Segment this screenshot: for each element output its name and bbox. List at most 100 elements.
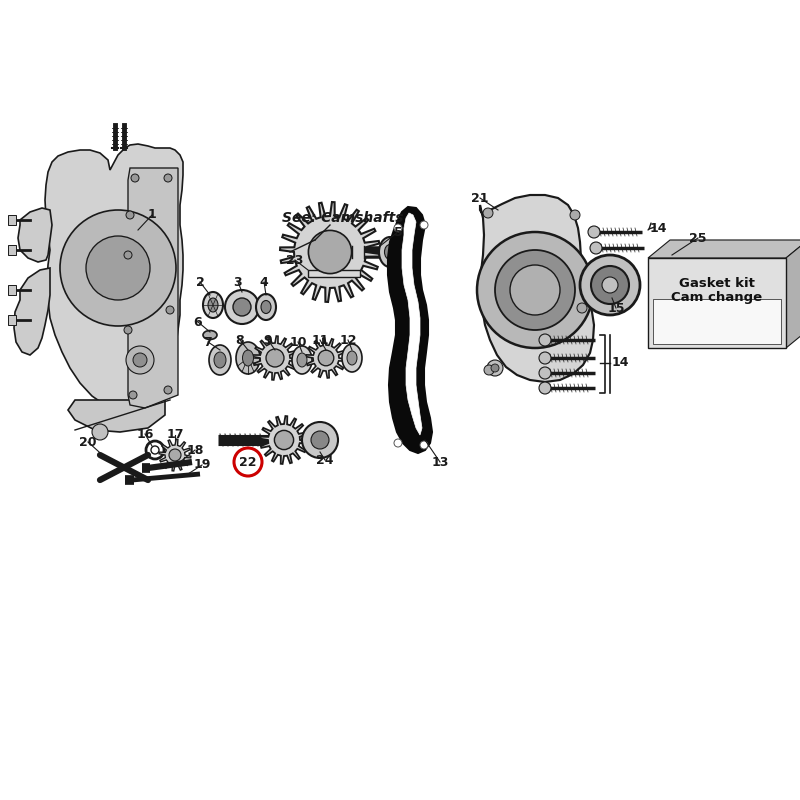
Text: 8: 8: [236, 334, 244, 346]
Text: 10: 10: [290, 335, 306, 349]
Circle shape: [126, 346, 154, 374]
Circle shape: [588, 226, 600, 238]
Ellipse shape: [347, 351, 357, 365]
Text: 21: 21: [471, 191, 489, 205]
Text: 20: 20: [79, 435, 97, 449]
Text: 19: 19: [194, 458, 210, 471]
Text: Cam change: Cam change: [671, 291, 762, 304]
Circle shape: [420, 221, 428, 229]
Circle shape: [124, 326, 132, 334]
Ellipse shape: [214, 352, 226, 368]
Bar: [308, 270, 360, 277]
Circle shape: [274, 430, 294, 450]
Circle shape: [60, 210, 176, 326]
Ellipse shape: [261, 301, 271, 314]
Polygon shape: [18, 208, 52, 262]
Circle shape: [164, 174, 172, 182]
Circle shape: [318, 350, 334, 366]
Circle shape: [420, 441, 428, 449]
Circle shape: [131, 174, 139, 182]
Circle shape: [539, 334, 551, 346]
Text: 12: 12: [339, 334, 357, 346]
Text: 18: 18: [186, 443, 204, 457]
Polygon shape: [306, 338, 346, 378]
Circle shape: [394, 439, 402, 447]
Circle shape: [308, 230, 352, 274]
Polygon shape: [670, 240, 800, 330]
Circle shape: [539, 352, 551, 364]
Polygon shape: [480, 195, 594, 382]
Text: 17: 17: [166, 429, 184, 442]
Circle shape: [129, 391, 137, 399]
Ellipse shape: [256, 294, 276, 320]
Circle shape: [266, 349, 284, 367]
Text: 1: 1: [148, 209, 156, 222]
Circle shape: [487, 360, 503, 376]
Circle shape: [602, 277, 618, 293]
Bar: [8, 245, 16, 255]
Polygon shape: [68, 400, 165, 432]
Circle shape: [311, 431, 329, 449]
Polygon shape: [280, 202, 380, 302]
Text: 16: 16: [136, 427, 154, 441]
Ellipse shape: [297, 353, 307, 367]
Circle shape: [164, 386, 172, 394]
Polygon shape: [159, 439, 191, 471]
Text: 2: 2: [196, 275, 204, 289]
Text: 7: 7: [204, 335, 212, 349]
Text: 6: 6: [194, 315, 202, 329]
Ellipse shape: [242, 350, 254, 366]
Text: 14: 14: [611, 357, 629, 370]
Text: 23: 23: [286, 254, 304, 266]
Circle shape: [169, 449, 181, 461]
Bar: [8, 285, 16, 295]
Circle shape: [495, 250, 575, 330]
Circle shape: [580, 255, 640, 315]
Circle shape: [539, 367, 551, 379]
Bar: [8, 215, 16, 225]
Ellipse shape: [236, 342, 260, 374]
Circle shape: [124, 251, 132, 259]
Circle shape: [92, 424, 108, 440]
Circle shape: [126, 211, 134, 219]
Polygon shape: [786, 240, 800, 348]
Circle shape: [483, 208, 493, 218]
Text: 24: 24: [316, 454, 334, 466]
Circle shape: [484, 365, 494, 375]
Ellipse shape: [385, 245, 395, 259]
Circle shape: [570, 210, 580, 220]
Text: 14: 14: [650, 222, 666, 234]
Circle shape: [133, 353, 147, 367]
Text: 13: 13: [431, 455, 449, 469]
Circle shape: [225, 290, 259, 324]
Polygon shape: [388, 207, 432, 453]
Ellipse shape: [203, 292, 223, 318]
Text: Gasket kit: Gasket kit: [679, 277, 755, 290]
Circle shape: [591, 266, 629, 304]
Circle shape: [590, 242, 602, 254]
Circle shape: [302, 422, 338, 458]
Ellipse shape: [208, 298, 218, 312]
Text: 25: 25: [690, 231, 706, 245]
Circle shape: [166, 306, 174, 314]
Text: See: Camshafts: See: Camshafts: [282, 211, 404, 225]
Circle shape: [539, 382, 551, 394]
Circle shape: [86, 236, 150, 300]
Text: 11: 11: [311, 334, 329, 346]
Polygon shape: [648, 240, 800, 258]
Text: 22: 22: [239, 455, 257, 469]
Polygon shape: [14, 268, 50, 355]
Circle shape: [577, 303, 587, 313]
Polygon shape: [253, 336, 297, 380]
Ellipse shape: [292, 346, 312, 374]
Circle shape: [394, 224, 402, 232]
Text: 9: 9: [264, 334, 272, 346]
Bar: [8, 315, 16, 325]
Polygon shape: [260, 416, 308, 464]
Text: 4: 4: [260, 275, 268, 289]
Text: 15: 15: [607, 302, 625, 314]
Text: 3: 3: [234, 275, 242, 289]
Ellipse shape: [203, 330, 217, 339]
Ellipse shape: [342, 344, 362, 372]
Circle shape: [233, 298, 251, 316]
